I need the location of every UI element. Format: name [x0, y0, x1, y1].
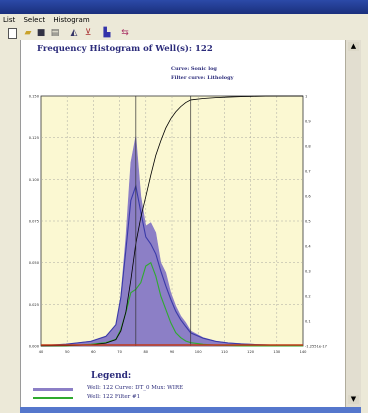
left-gutter [0, 40, 20, 413]
x-tick-label: 100 [195, 350, 203, 354]
y-tick-label-right: 0.9 [305, 120, 311, 124]
new-icon[interactable] [8, 28, 17, 39]
x-tick-label: 50 [65, 350, 70, 354]
horizontal-scrollbar[interactable] [20, 407, 361, 413]
histogram-icon[interactable]: ▙ [103, 28, 111, 38]
y-tick-label-right: 0.7 [305, 170, 311, 174]
y-tick-label-left: 0.050 [29, 261, 40, 265]
open-icon[interactable]: ▰ [24, 28, 32, 38]
right-gutter [361, 40, 368, 413]
y-tick-label-left: 0.100 [29, 178, 40, 182]
x-tick-label: 60 [91, 350, 96, 354]
histogram-chart: 40 50 60 70 80 90 100 110 120 130 140 0.000 0.025 0.0… [29, 95, 327, 355]
x-tick-label: 120 [247, 350, 255, 354]
filter-icon[interactable]: ⊻ [84, 28, 92, 38]
x-tick-label: 90 [170, 350, 175, 354]
y-tick-label-right: 1 [305, 95, 307, 99]
x-tick-label: 40 [39, 350, 44, 354]
y-tick-label-right: 0.8 [305, 145, 311, 149]
x-tick-label: 130 [273, 350, 281, 354]
cumulative-curve [40, 95, 303, 347]
curve-label: Curve: Sonic log [171, 66, 217, 72]
window-title-bar[interactable] [0, 0, 368, 14]
menu-list[interactable]: List [3, 16, 16, 24]
y-tick-label-left: 0.125 [29, 136, 39, 140]
histogram-panel: Frequency Histogram of Well(s): 122 Curv… [20, 40, 345, 407]
y-tick-label-right: 0.4 [305, 245, 311, 249]
y-tick-label-right: 0.5 [305, 220, 311, 224]
series-total-line [40, 183, 304, 347]
scroll-down-arrow-icon[interactable]: ▼ [348, 395, 359, 404]
legend-swatch-total [33, 388, 73, 391]
histogram-title: Frequency Histogram of Well(s): 122 [37, 44, 213, 54]
x-tick-label: 80 [144, 350, 149, 354]
x-tick-label: 110 [221, 350, 229, 354]
scroll-up-arrow-icon[interactable]: ▲ [348, 42, 359, 51]
legend-label-total: Well: 122 Curve: DT_0 Mux: WIRE [87, 385, 184, 391]
y-tick-label-right: 0.2 [305, 295, 311, 299]
print-icon[interactable]: ▤ [50, 28, 60, 38]
y-tick-label-left: 0.150 [29, 95, 40, 99]
filter-curve-label: Filter curve: Lithology [171, 75, 234, 81]
export-icon[interactable]: ⇆ [121, 28, 129, 38]
legend-entry-filter: Well: 122 Filter #1 [33, 394, 333, 402]
y-tick-label-left: 0.075 [29, 220, 39, 224]
y-tick-label-left: 0.000 [29, 345, 40, 349]
legend-title: Legend: [91, 371, 132, 381]
legend-entry-total: Well: 122 Curve: DT_0 Mux: WIRE [33, 385, 333, 393]
y-tick-label-right: 0.6 [305, 195, 311, 199]
y-tick-label-right: 0.3 [305, 270, 311, 274]
vertical-scrollbar[interactable]: ▲ ▼ [345, 40, 362, 407]
toolbar: ▰ ■ ▤ ◭ ⊻ ▙ ⇆ [0, 26, 368, 41]
menu-bar: List Select Histogram [0, 14, 368, 26]
y-tick-label-right: -1.2551e-17 [305, 345, 327, 349]
legend-label-filter: Well: 122 Filter #1 [87, 394, 141, 400]
series-filter-line [41, 261, 303, 347]
menu-histogram[interactable]: Histogram [53, 16, 90, 24]
menu-select[interactable]: Select [23, 16, 46, 24]
save-icon[interactable]: ■ [36, 28, 46, 38]
legend-swatch-filter [33, 397, 73, 399]
x-tick-label: 70 [117, 350, 122, 354]
x-tick-label: 140 [300, 350, 308, 354]
chart-icon[interactable]: ◭ [70, 28, 78, 38]
y-tick-label-left: 0.025 [29, 303, 39, 307]
y-tick-label-right: 0.1 [305, 320, 311, 324]
